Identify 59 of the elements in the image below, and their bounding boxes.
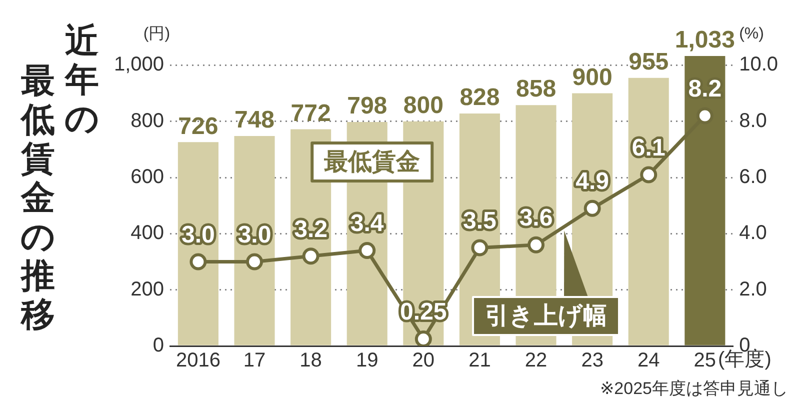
- data-label: 3.6: [519, 204, 553, 232]
- bar: [178, 142, 218, 346]
- y-tick-label: 1,000: [114, 54, 164, 76]
- data-label: 828: [460, 84, 500, 112]
- point: [528, 236, 545, 254]
- point: [302, 248, 320, 265]
- y2-tick-label: 8.0: [739, 110, 767, 132]
- y2-tick-label: 6.0: [739, 166, 767, 188]
- data-label: 3.5: [463, 207, 496, 234]
- data-label: 3.2: [294, 216, 328, 243]
- x-tick-label: 23: [581, 350, 604, 372]
- x-tick-label: 24: [637, 350, 660, 372]
- x-tick-label: 20: [412, 350, 435, 372]
- x-tick-label: 21: [468, 350, 491, 372]
- data-label: 726: [178, 112, 218, 140]
- x-tick-label: 22: [524, 350, 548, 372]
- y-tick-label: 800: [130, 110, 164, 132]
- data-label: 3.0: [238, 221, 272, 248]
- point: [358, 242, 376, 260]
- data-label: 858: [516, 76, 556, 103]
- y2-tick-label: 4.0: [739, 222, 767, 244]
- y2-tick-label: 2.0: [739, 278, 767, 300]
- series-label: 最低賃金: [323, 148, 420, 176]
- y2-axis-title: (%): [739, 25, 764, 42]
- y2-tick-label: 10.0: [739, 54, 778, 76]
- data-label: 1,033: [674, 26, 735, 54]
- x-tick-label: 18: [300, 350, 322, 372]
- point: [246, 253, 264, 270]
- point: [190, 253, 207, 270]
- point: [640, 166, 658, 184]
- point: [584, 200, 601, 217]
- y-tick-label: 0: [152, 334, 164, 357]
- data-label: 748: [234, 106, 275, 134]
- data-label: 900: [572, 64, 612, 91]
- y-tick-label: 200: [130, 278, 164, 300]
- bar: [234, 136, 275, 346]
- x-tick-label: 2016: [176, 350, 220, 372]
- data-label: 8.2: [688, 75, 722, 102]
- data-label: 798: [347, 92, 388, 120]
- data-label: 800: [403, 92, 444, 120]
- text: ※2025年度は答申見通し: [600, 379, 788, 398]
- data-label: 3.4: [350, 210, 384, 238]
- data-label: 6.1: [632, 134, 666, 162]
- x-tick-label: 17: [243, 350, 266, 372]
- x-tick-label: 19: [356, 350, 378, 372]
- data-label: 3.0: [182, 221, 215, 248]
- y-axis-title: (円): [143, 25, 170, 42]
- y-tick-label: 400: [130, 222, 164, 244]
- x-tick-label: 25: [694, 350, 716, 372]
- data-label: 955: [628, 48, 669, 76]
- point: [696, 107, 714, 124]
- bar: [628, 78, 669, 346]
- series-label: 引き上げ幅: [485, 302, 608, 330]
- point: [471, 239, 488, 256]
- data-label: 4.9: [576, 168, 610, 196]
- y-tick-label: 600: [130, 166, 164, 188]
- point: [414, 330, 432, 346]
- data-label: 772: [290, 100, 331, 127]
- chart-title: 近年の最低賃金の推移: [20, 22, 100, 334]
